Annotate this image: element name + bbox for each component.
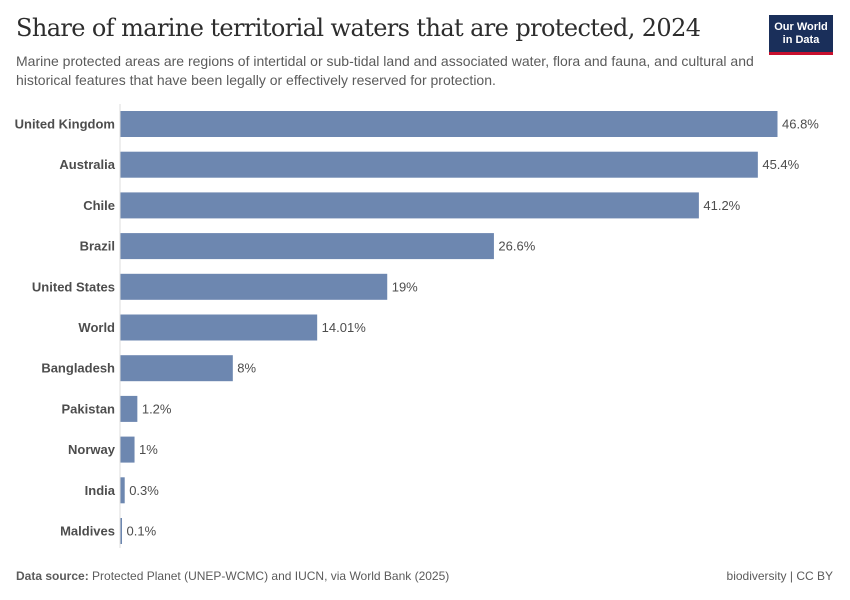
chart-title: Share of marine territorial waters that … bbox=[16, 14, 701, 42]
category-label: Brazil bbox=[80, 239, 115, 254]
bar[interactable] bbox=[120, 355, 233, 382]
category-label: United Kingdom bbox=[15, 117, 115, 132]
category-label: India bbox=[85, 483, 116, 498]
value-label: 1% bbox=[139, 442, 158, 457]
category-label: United States bbox=[32, 279, 115, 294]
bar[interactable] bbox=[120, 111, 778, 137]
bar-row[interactable]: India 0.3% bbox=[85, 477, 160, 504]
category-label: Maldives bbox=[60, 524, 115, 539]
bar[interactable] bbox=[120, 314, 318, 341]
value-label: 0.1% bbox=[127, 524, 157, 539]
chart-subtitle: Marine protected areas are regions of in… bbox=[16, 53, 754, 88]
value-label: 46.8% bbox=[782, 117, 819, 132]
bar-row[interactable]: Chile 41.2% bbox=[83, 192, 741, 219]
logo-line-2: in Data bbox=[782, 33, 820, 46]
category-label: World bbox=[78, 320, 115, 335]
bar[interactable] bbox=[120, 436, 135, 463]
value-label: 41.2% bbox=[703, 198, 740, 213]
bar-row[interactable]: Australia 45.4% bbox=[59, 151, 800, 178]
bar[interactable] bbox=[120, 151, 758, 178]
bar-row[interactable]: Pakistan 1.2% bbox=[62, 395, 172, 422]
bar[interactable] bbox=[120, 518, 123, 544]
category-label: Bangladesh bbox=[41, 361, 115, 376]
category-label: Australia bbox=[59, 157, 115, 172]
value-label: 14.01% bbox=[322, 320, 367, 335]
bar[interactable] bbox=[120, 273, 388, 300]
value-label: 1.2% bbox=[142, 401, 172, 416]
bar-row[interactable]: Maldives 0.1% bbox=[60, 518, 157, 544]
logo-line-1: Our World bbox=[774, 20, 828, 33]
category-label: Norway bbox=[68, 442, 116, 457]
footer-license[interactable]: biodiversity | CC BY bbox=[726, 569, 833, 583]
bar-row[interactable]: United Kingdom 46.8% bbox=[15, 111, 820, 137]
bars-group: United Kingdom 46.8% Australia 45.4% Chile 41… bbox=[15, 111, 820, 544]
value-label: 19% bbox=[392, 279, 418, 294]
bar-row[interactable]: World 14.01% bbox=[78, 314, 367, 341]
category-label: Chile bbox=[83, 198, 115, 213]
value-label: 0.3% bbox=[129, 483, 159, 498]
bar-row[interactable]: United States 19% bbox=[32, 273, 418, 300]
value-label: 26.6% bbox=[498, 239, 535, 254]
value-label: 8% bbox=[237, 361, 256, 376]
bar[interactable] bbox=[120, 395, 138, 422]
bar-row[interactable]: Brazil 26.6% bbox=[80, 233, 536, 260]
category-label: Pakistan bbox=[62, 401, 116, 416]
data-source: Data source: Protected Planet (UNEP-WCMC… bbox=[16, 569, 449, 583]
bar[interactable] bbox=[120, 233, 494, 260]
owid-logo[interactable]: Our World in Data bbox=[769, 15, 833, 55]
value-label: 45.4% bbox=[762, 157, 799, 172]
bar[interactable] bbox=[120, 477, 125, 504]
data-source-text: Protected Planet (UNEP-WCMC) and IUCN, v… bbox=[88, 569, 450, 583]
bar-row[interactable]: Bangladesh 8% bbox=[41, 355, 257, 382]
bar[interactable] bbox=[120, 192, 699, 219]
data-source-label: Data source: bbox=[16, 569, 89, 583]
bar-row[interactable]: Norway 1% bbox=[68, 436, 158, 463]
